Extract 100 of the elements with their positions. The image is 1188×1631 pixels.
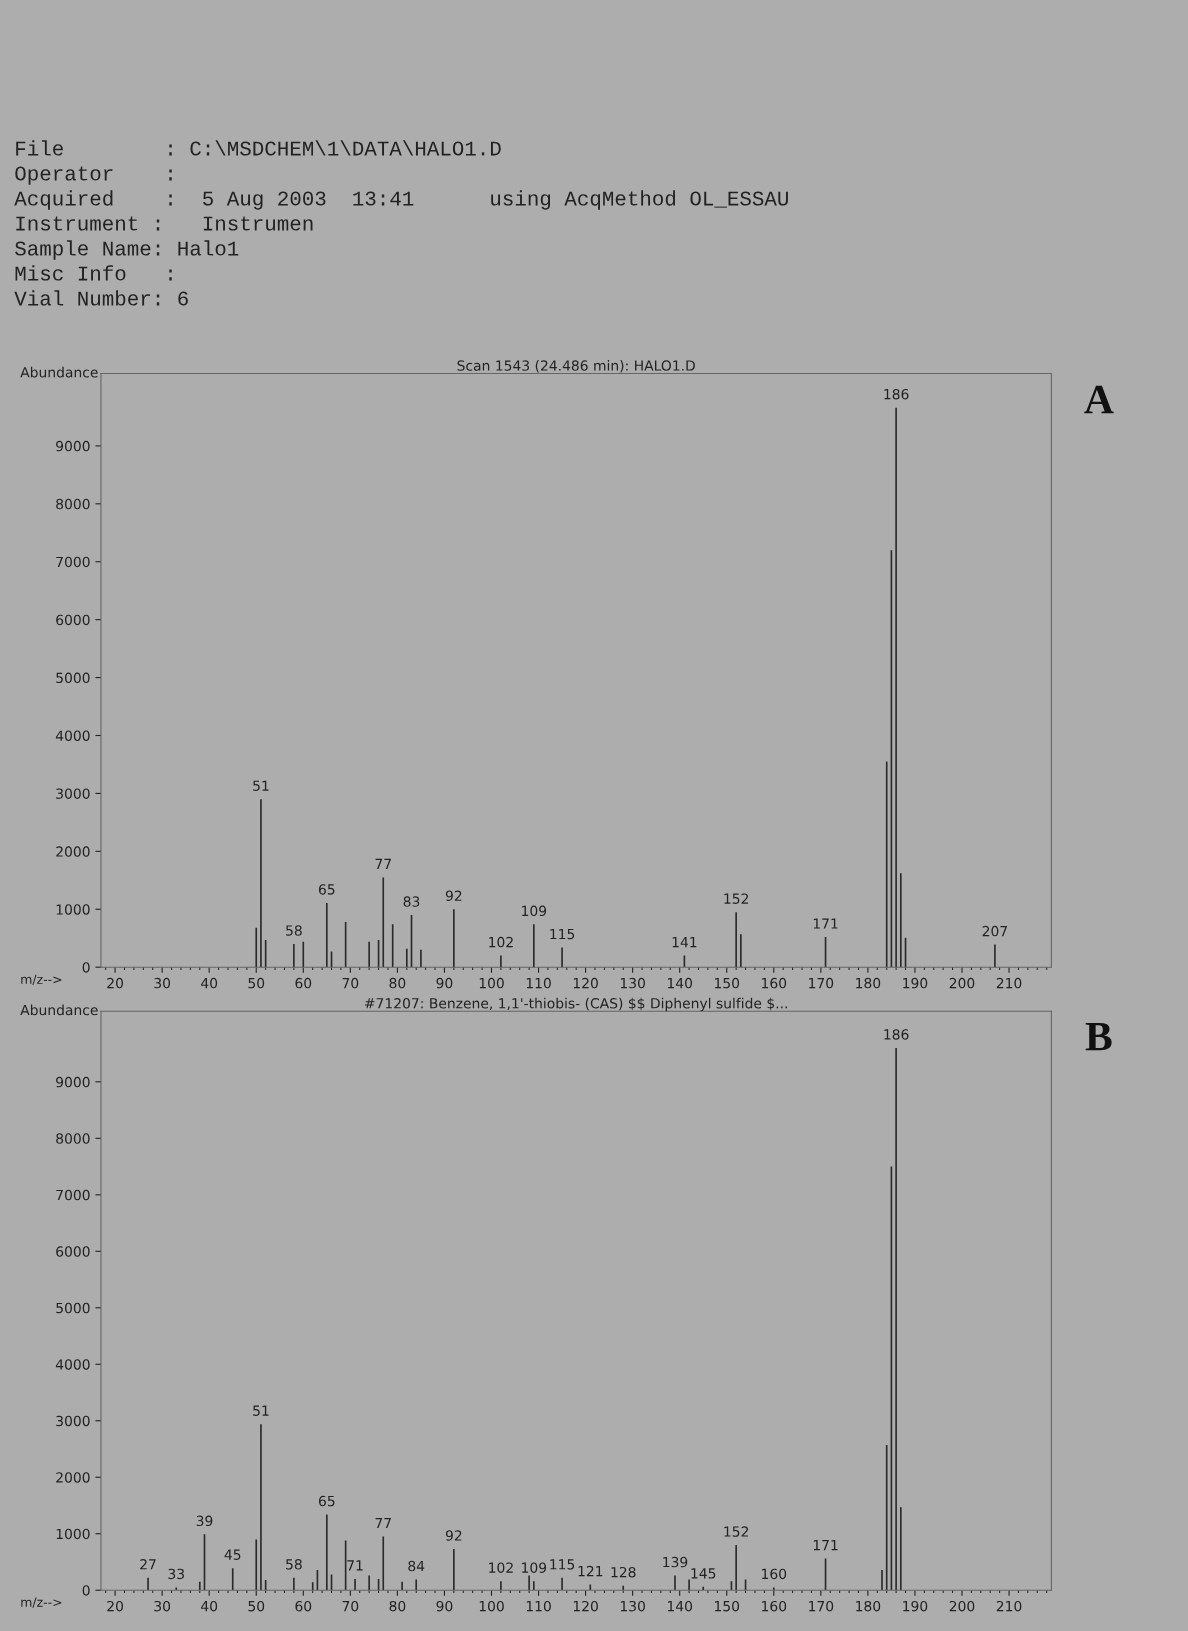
annotation: 51	[253, 780, 269, 791]
x-tick-label: 50	[248, 1600, 265, 1612]
y-axis-title: Abundance	[20, 366, 98, 378]
text: Acquired : 5 Aug 2003 13:41 using AcqMethod OL_ESSAU	[14, 190, 788, 210]
x-tick-label: 120	[573, 977, 598, 989]
annotation: 171	[813, 1540, 838, 1551]
text: B	[1085, 1022, 1112, 1051]
text: Operator :	[15, 166, 172, 185]
annotation: 121	[578, 1565, 603, 1577]
x-tick-label: 170	[809, 977, 834, 989]
y-axis-title: Abundance	[20, 1004, 98, 1016]
y-tick-label: 5000	[56, 1302, 90, 1314]
x-tick-label: 40	[201, 1600, 218, 1612]
annotation: 115	[550, 928, 575, 940]
x-tick-label: 200	[949, 977, 975, 989]
x-tick-label: 90	[436, 1600, 453, 1612]
y-tick-label: 6000	[56, 614, 90, 626]
x-tick-label: 150	[715, 977, 740, 989]
y-tick-label: 4000	[55, 730, 90, 741]
y-tick-label: 3000	[56, 788, 90, 799]
annotation: 186	[884, 388, 909, 400]
y-tick-label: 2000	[56, 1472, 90, 1483]
x-tick-label: 140	[667, 977, 693, 989]
annotation: 186	[884, 1029, 909, 1040]
x-tick-label: 210	[996, 977, 1022, 989]
x-tick-label: 200	[949, 1600, 975, 1612]
annotation: 109	[522, 905, 547, 917]
y-tick-label: 4000	[55, 1359, 90, 1370]
y-tick-label: 1000	[56, 904, 90, 915]
x-tick-label: 80	[389, 977, 406, 989]
y-tick-label: 3000	[56, 1415, 90, 1427]
x-tick-label: 90	[436, 977, 453, 989]
x-tick-label: 170	[809, 1600, 834, 1612]
annotation: 84	[408, 1560, 425, 1572]
text: File : C:\MSDCHEM\1\DATA\HALO1.D	[16, 140, 501, 156]
y-tick-label: 7000	[56, 1189, 90, 1201]
x-tick-label: 60	[295, 1600, 312, 1612]
y-tick-label: 0	[82, 1585, 90, 1596]
x-tick-label: 180	[856, 977, 881, 989]
annotation: 92	[445, 890, 462, 902]
annotation: 65	[318, 1495, 335, 1507]
text: A	[1084, 385, 1114, 414]
annotation: 102	[489, 1562, 513, 1573]
y-tick-label: 9000	[56, 440, 90, 452]
annotation: 115	[550, 1559, 575, 1570]
x-axis-title: m/z-->	[21, 974, 62, 985]
x-tick-label: 130	[620, 977, 645, 989]
x-tick-label: 190	[903, 977, 928, 989]
x-tick-label: 210	[996, 1600, 1022, 1612]
annotation: 128	[611, 1566, 636, 1578]
annotation: 58	[286, 1559, 302, 1570]
x-tick-label: 140	[667, 1600, 693, 1612]
annotation: 27	[140, 1559, 156, 1570]
y-tick-label: 5000	[56, 672, 90, 684]
y-tick-label: 0	[82, 962, 90, 973]
y-tick-label: 2000	[56, 846, 90, 857]
annotation: 77	[375, 858, 391, 869]
x-tick-label: 100	[479, 1600, 504, 1612]
x-tick-label: 130	[620, 1600, 645, 1612]
x-tick-label: 160	[762, 977, 787, 989]
x-tick-label: 80	[389, 1600, 406, 1612]
x-tick-label: 20	[107, 977, 124, 989]
text: Instrument : Instrumen	[16, 216, 313, 231]
annotation: 102	[489, 936, 513, 948]
y-tick-label: 8000	[56, 1133, 90, 1144]
x-tick-label: 70	[342, 977, 359, 989]
chart-title: #71207: Benzene, 1,1'-thiobis- (CAS) $$ Diphenyl sulfide $...	[364, 997, 787, 1012]
y-tick-label: 6000	[56, 1246, 90, 1257]
text: Misc Info :	[15, 265, 172, 281]
text: Vial Number: 6	[14, 290, 188, 306]
annotation: 141	[672, 937, 697, 948]
x-tick-label: 120	[573, 1600, 598, 1612]
x-tick-label: 50	[248, 977, 265, 989]
annotation: 145	[691, 1568, 716, 1579]
x-tick-label: 40	[201, 977, 218, 989]
annotation: 152	[724, 1526, 749, 1537]
annotation: 83	[403, 896, 420, 907]
x-tick-label: 30	[154, 1600, 171, 1612]
annotation: 207	[982, 925, 1007, 937]
x-tick-label: 110	[526, 977, 551, 989]
annotation: 39	[196, 1515, 213, 1527]
annotation: 171	[813, 918, 838, 929]
x-tick-label: 100	[479, 977, 504, 989]
annotation: 65	[318, 884, 335, 895]
y-tick-label: 7000	[56, 556, 90, 568]
annotation: 51	[253, 1405, 269, 1416]
annotation: 92	[445, 1530, 462, 1541]
x-tick-label: 150	[715, 1600, 740, 1612]
x-tick-label: 110	[526, 1600, 551, 1612]
annotation: 58	[286, 925, 302, 936]
annotation: 33	[168, 1568, 184, 1580]
y-tick-label: 8000	[56, 498, 90, 510]
x-tick-label: 70	[342, 1600, 359, 1612]
chart-title: Scan 1543 (24.486 min): HALO1.D	[457, 360, 695, 373]
x-tick-label: 20	[107, 1600, 124, 1612]
x-tick-label: 180	[856, 1600, 881, 1612]
x-tick-label: 60	[295, 977, 312, 989]
annotation: 160	[762, 1568, 787, 1580]
annotation: 139	[663, 1556, 688, 1568]
annotation: 71	[347, 1560, 363, 1571]
